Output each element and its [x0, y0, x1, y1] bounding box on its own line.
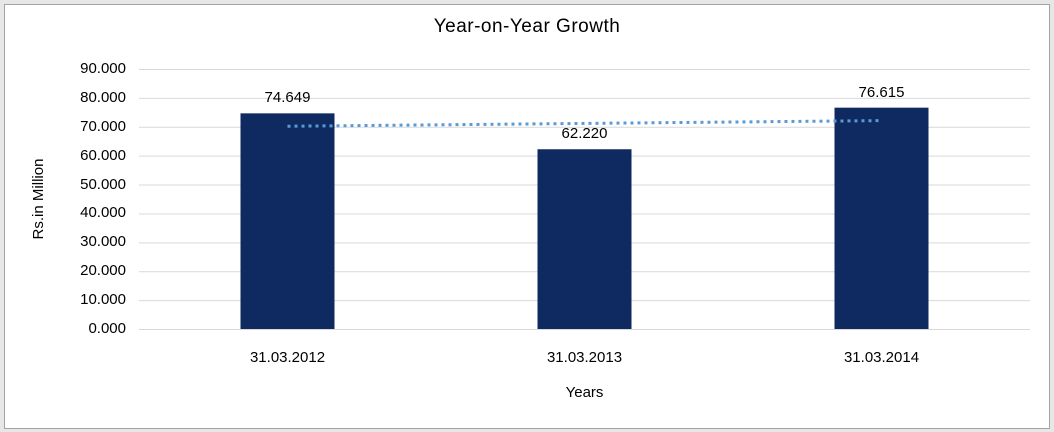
bar-value-label: 74.649 [264, 89, 311, 107]
y-tick-label: 90.000 [80, 60, 126, 77]
x-tick-label: 31.03.2012 [249, 349, 326, 366]
x-tick-label: 31.03.2014 [843, 349, 920, 366]
y-tick-label: 40.000 [80, 204, 126, 222]
y-tick-label: 70.000 [80, 117, 126, 135]
y-tick-label: 80.000 [80, 88, 126, 106]
bar-value-label: 62.220 [561, 125, 608, 143]
y-tick-label: 50.000 [80, 175, 126, 193]
y-tick-label: 30.000 [80, 233, 126, 251]
y-tick-label: 60.000 [80, 146, 126, 164]
y-tick-label: 20.000 [80, 262, 126, 280]
bar-value-label: 76.615 [858, 83, 905, 101]
chart-title: Year-on-Year Growth [433, 16, 621, 37]
plot-area [139, 69, 1030, 330]
y-tick-label: 0.000 [88, 320, 126, 337]
bar-31.03.2012 [240, 113, 335, 329]
bar-31.03.2014 [834, 107, 929, 329]
x-axis-title: Years [565, 384, 604, 401]
trendline [287, 119, 882, 128]
x-tick-label: 31.03.2013 [546, 349, 623, 366]
chart-frame: Year-on-Year Growth Rs.in Million Years … [4, 4, 1050, 429]
bar-31.03.2013 [537, 149, 632, 329]
y-tick-label: 10.000 [80, 291, 126, 309]
